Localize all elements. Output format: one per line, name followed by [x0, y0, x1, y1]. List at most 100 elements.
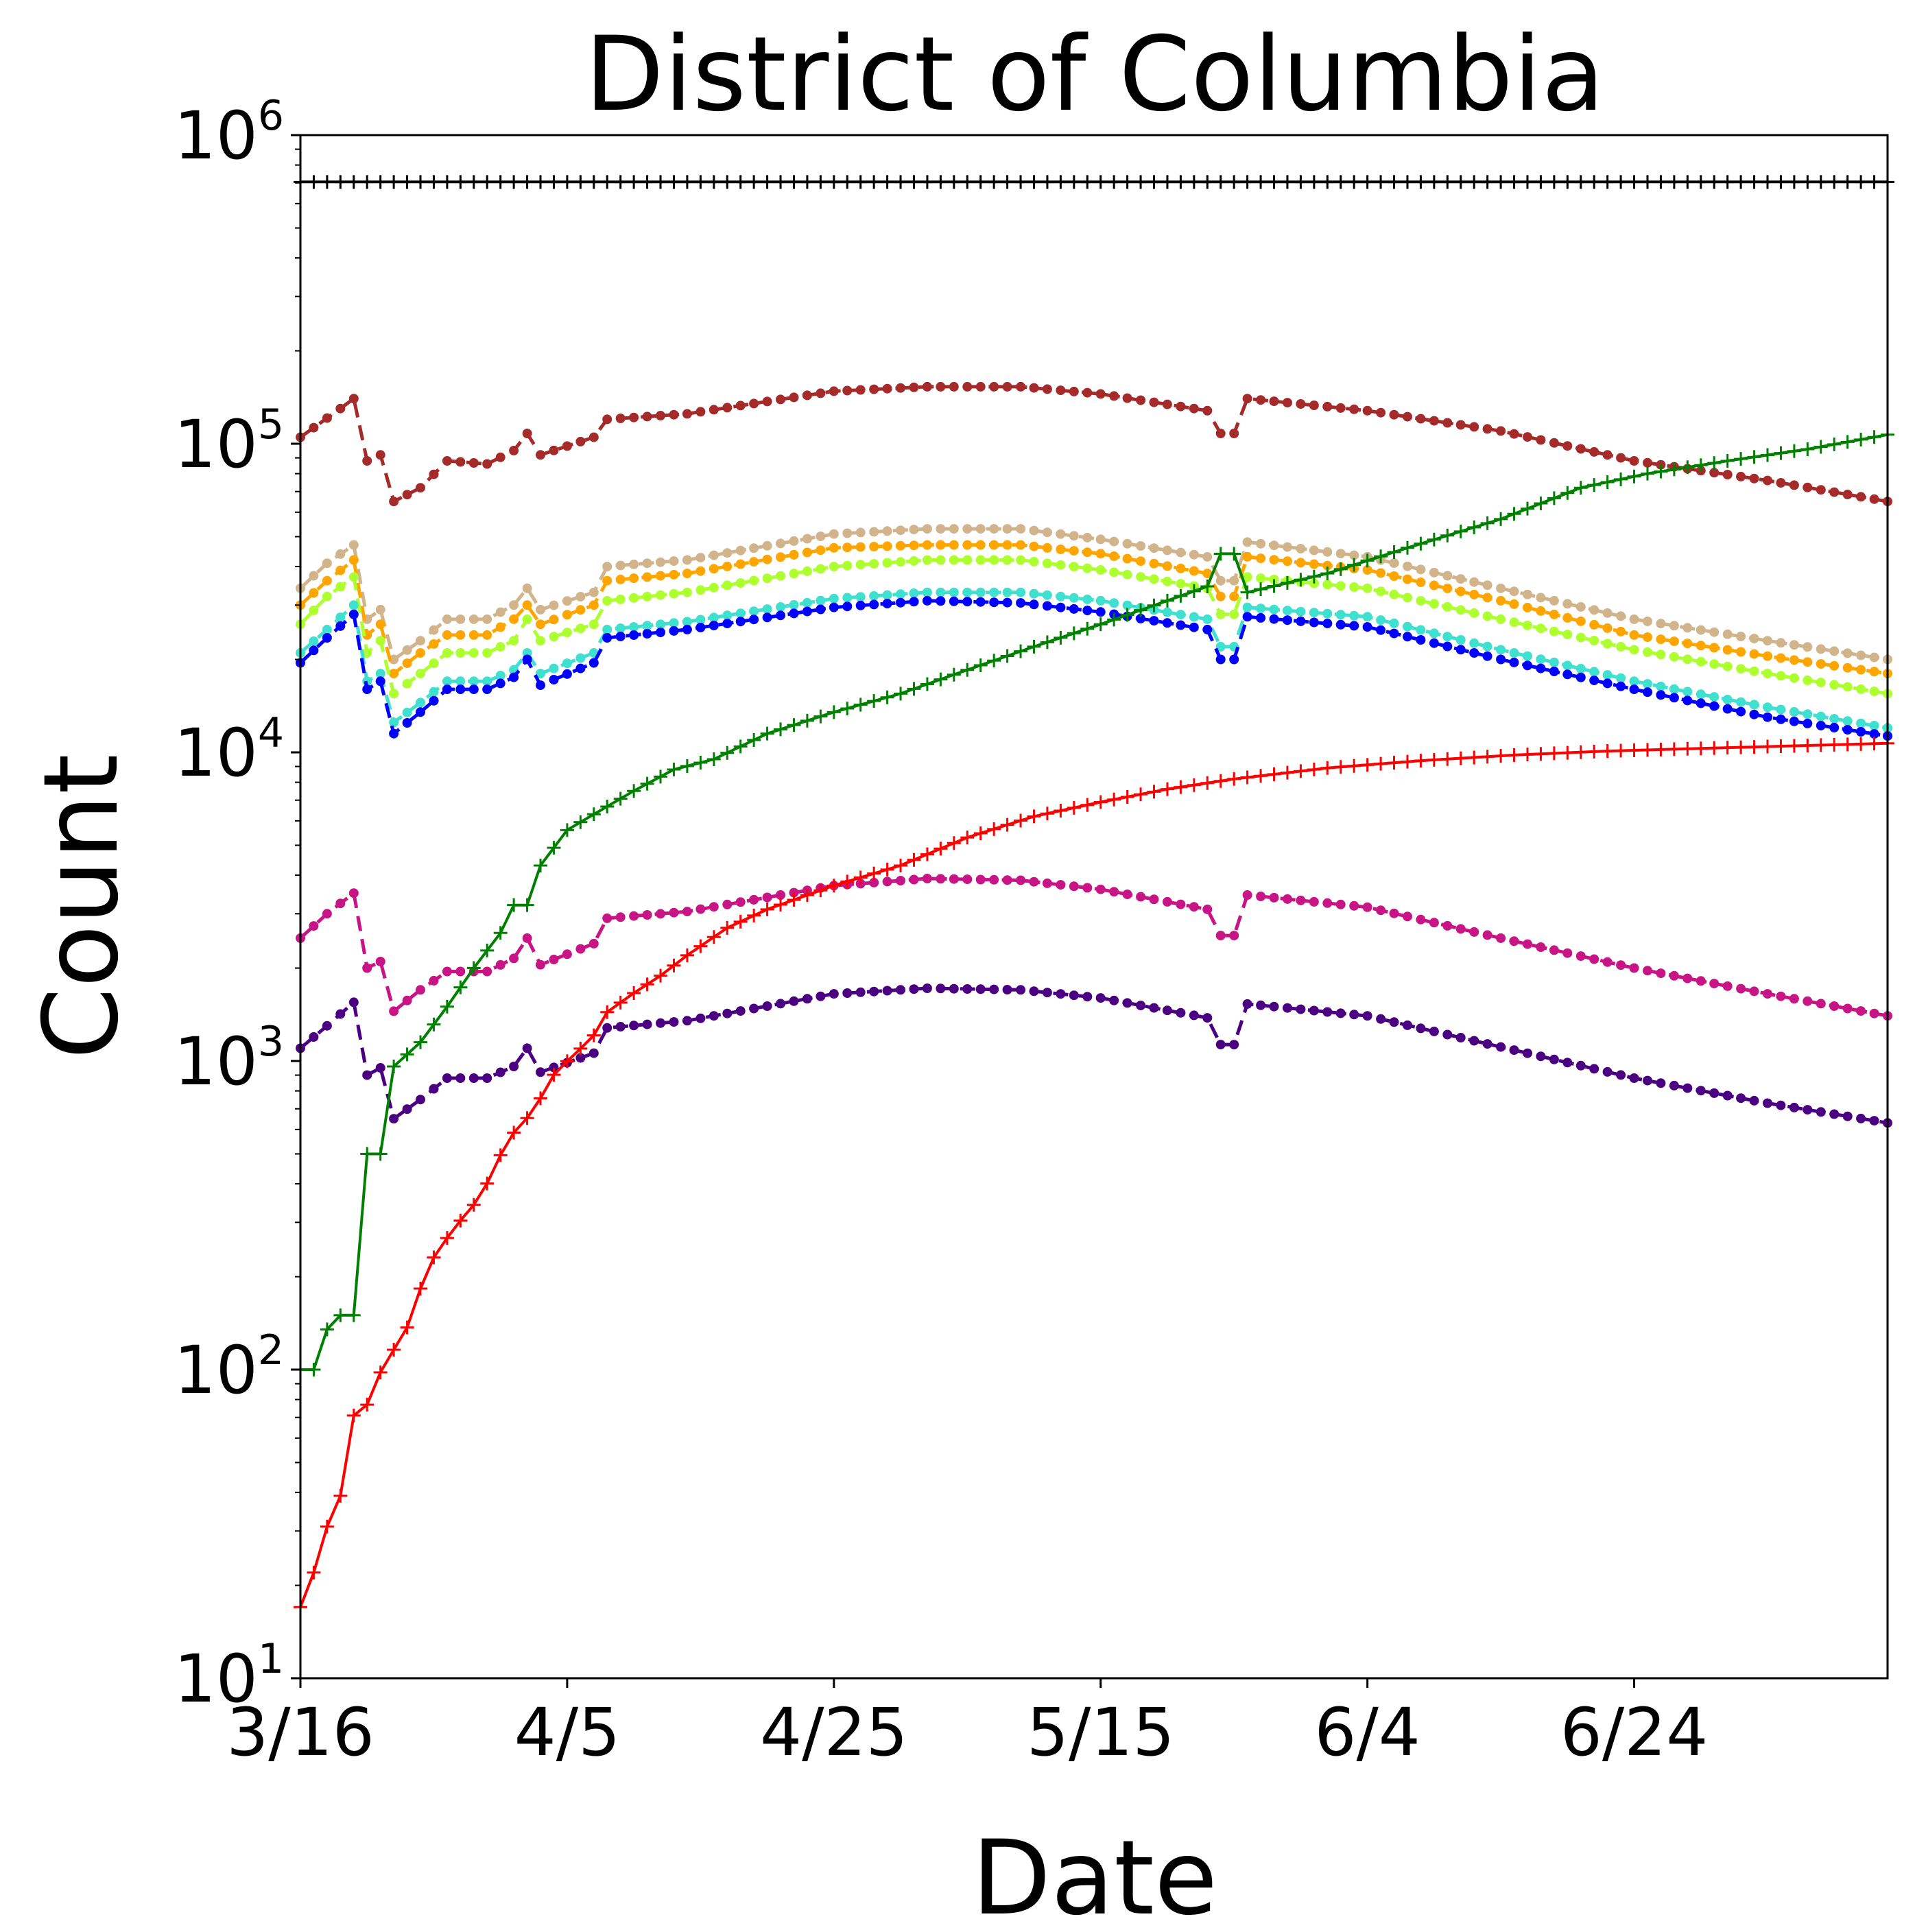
data-point [1629, 676, 1639, 687]
data-point [1640, 743, 1654, 757]
data-point [1507, 507, 1521, 521]
data-point [549, 632, 559, 642]
data-point [495, 622, 505, 632]
data-point [695, 1013, 706, 1023]
data-point [402, 645, 412, 655]
data-point [909, 556, 919, 566]
data-point [1469, 1036, 1479, 1046]
data-point [375, 669, 385, 679]
data-point [466, 961, 481, 975]
data-point [1362, 583, 1372, 593]
data-point [1562, 669, 1573, 680]
data-point [1147, 785, 1161, 799]
data-point [1200, 776, 1215, 790]
data-point [1440, 752, 1455, 766]
data-point [482, 614, 492, 624]
data-point [309, 921, 319, 931]
data-point [1333, 562, 1348, 576]
data-point [894, 175, 908, 189]
data-point [1654, 175, 1668, 189]
data-point [1069, 593, 1079, 603]
x-tick-label: 3/16 [226, 1694, 374, 1771]
data-point [1095, 884, 1106, 894]
data-point [1215, 641, 1226, 652]
data-point [695, 585, 706, 595]
data-point [749, 615, 759, 625]
data-point [602, 575, 612, 586]
data-point [1362, 902, 1372, 912]
data-point [414, 175, 428, 189]
data-point [389, 497, 399, 507]
data-point [1602, 678, 1613, 689]
data-point [573, 175, 588, 189]
data-point [1309, 401, 1319, 410]
x-axis-label: Date [972, 1819, 1218, 1932]
data-point [1643, 1075, 1652, 1086]
data-point [1296, 616, 1306, 626]
data-point [1042, 878, 1052, 888]
data-point [1749, 709, 1759, 719]
data-point [534, 858, 548, 872]
data-point [1389, 571, 1399, 581]
data-point [455, 676, 466, 687]
data-point [1749, 986, 1759, 997]
data-point [389, 728, 399, 739]
data-point [1534, 747, 1548, 761]
data-point [1453, 524, 1468, 538]
data-point [1283, 1003, 1292, 1013]
data-point [680, 759, 694, 773]
y-tick-label: 104 [174, 709, 284, 791]
data-point [1309, 545, 1319, 556]
data-point [1614, 175, 1628, 189]
data-point [1656, 1078, 1666, 1088]
data-point [1589, 619, 1599, 630]
data-point [1547, 175, 1561, 189]
data-point [1322, 580, 1333, 590]
data-point [1494, 749, 1508, 763]
data-point [442, 614, 452, 624]
data-point [1042, 601, 1052, 611]
data-point [1162, 545, 1172, 556]
data-point [1536, 623, 1546, 634]
data-point [1616, 681, 1626, 691]
data-point [975, 984, 986, 994]
data-point [333, 1489, 348, 1503]
data-point [1455, 420, 1466, 430]
data-point [1416, 914, 1426, 925]
data-point [907, 175, 921, 189]
data-point [882, 590, 892, 600]
data-point [933, 672, 948, 687]
data-point [760, 902, 774, 916]
data-point [709, 582, 719, 593]
data-point [375, 1063, 385, 1073]
data-point [1840, 737, 1855, 752]
data-point [1269, 555, 1279, 565]
data-point [1656, 968, 1666, 979]
data-point [869, 527, 879, 537]
data-point [1523, 651, 1532, 661]
data-point [1200, 579, 1215, 593]
data-point [549, 675, 559, 684]
data-point [1682, 687, 1693, 697]
data-point [1747, 450, 1761, 464]
data-point [936, 874, 946, 884]
data-point [520, 1111, 534, 1125]
data-point [695, 407, 706, 417]
data-point [1776, 704, 1786, 715]
data-point [869, 877, 879, 887]
data-point [335, 565, 346, 575]
data-point [1349, 610, 1359, 621]
data-point [909, 984, 919, 994]
data-point [1856, 718, 1866, 728]
data-point [522, 654, 532, 665]
data-point [869, 384, 879, 394]
data-point [853, 870, 868, 885]
data-point [1776, 991, 1786, 1001]
data-point [560, 175, 574, 189]
data-point [1549, 626, 1559, 636]
data-point [1136, 613, 1146, 623]
data-point [1480, 750, 1495, 764]
data-point [1215, 429, 1226, 438]
data-point [1362, 622, 1372, 632]
data-point [429, 469, 439, 479]
